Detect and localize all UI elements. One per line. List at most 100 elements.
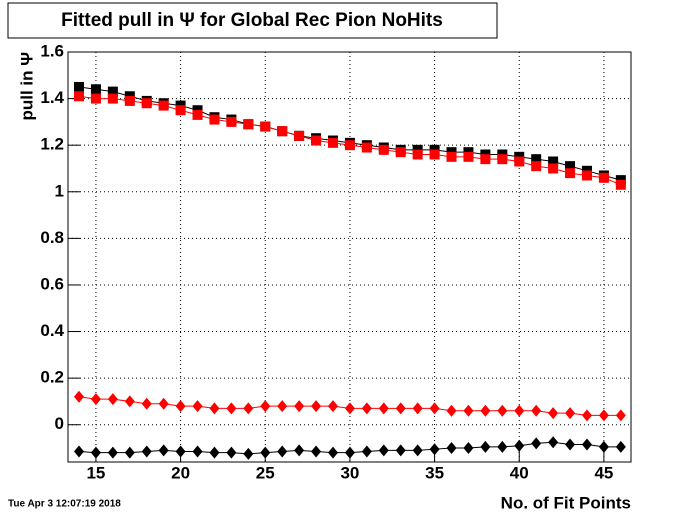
marker — [209, 402, 220, 415]
y-tick-label: 1 — [55, 181, 64, 200]
marker — [361, 142, 372, 153]
marker — [74, 81, 85, 92]
marker — [565, 407, 576, 420]
marker — [565, 161, 576, 172]
marker — [141, 445, 152, 458]
marker — [615, 440, 626, 453]
marker — [581, 409, 592, 422]
chart-title: Fitted pull in Ψ for Global Rec Pion NoH… — [61, 10, 443, 31]
marker — [412, 444, 423, 457]
marker — [344, 140, 355, 151]
y-tick-label: 0.8 — [40, 228, 64, 247]
marker — [107, 393, 118, 406]
marker — [226, 446, 237, 459]
marker — [311, 400, 322, 413]
marker — [548, 436, 559, 449]
marker — [581, 170, 592, 181]
marker — [226, 402, 237, 415]
marker — [463, 151, 474, 162]
x-tick-label: 20 — [171, 463, 190, 482]
marker — [615, 409, 626, 422]
marker — [480, 404, 491, 417]
marker — [277, 126, 288, 137]
x-tick-label: 15 — [86, 463, 105, 482]
marker — [344, 446, 355, 459]
marker — [294, 400, 305, 413]
marker — [514, 156, 525, 167]
marker — [378, 444, 389, 457]
marker — [497, 440, 508, 453]
y-axis-label: pull in Ψ — [17, 52, 36, 121]
marker — [226, 116, 237, 127]
date-stamp: Tue Apr 3 12:07:19 2018 — [8, 499, 121, 510]
marker — [615, 179, 626, 190]
marker — [209, 114, 220, 125]
marker — [548, 407, 559, 420]
marker — [107, 86, 118, 97]
marker — [531, 161, 542, 172]
marker — [107, 93, 118, 104]
marker — [124, 95, 135, 106]
marker — [412, 149, 423, 160]
marker — [90, 93, 101, 104]
y-tick-label: 1.4 — [40, 88, 64, 107]
marker — [243, 447, 254, 460]
marker — [192, 109, 203, 120]
marker — [175, 400, 186, 413]
marker — [327, 400, 338, 413]
marker — [74, 390, 85, 403]
marker — [277, 445, 288, 458]
y-tick-label: 0 — [55, 414, 64, 433]
marker — [192, 400, 203, 413]
marker — [311, 445, 322, 458]
marker — [429, 402, 440, 415]
y-tick-label: 0.2 — [40, 368, 64, 387]
marker — [598, 172, 609, 183]
marker — [446, 442, 457, 455]
title-box — [7, 2, 498, 39]
marker — [497, 154, 508, 165]
marker — [581, 438, 592, 451]
marker — [514, 439, 525, 452]
y-tick-label: 1.2 — [40, 135, 64, 154]
marker — [446, 151, 457, 162]
marker — [260, 400, 271, 413]
marker — [565, 168, 576, 179]
marker — [361, 402, 372, 415]
marker — [158, 100, 169, 111]
marker — [90, 84, 101, 95]
marker — [124, 395, 135, 408]
x-tick-label: 30 — [340, 463, 359, 482]
y-tick-label: 0.4 — [40, 321, 64, 340]
marker — [260, 446, 271, 459]
x-tick-label: 40 — [510, 463, 529, 482]
marker — [446, 404, 457, 417]
marker — [311, 135, 322, 146]
marker — [548, 156, 559, 167]
x-axis-label: No. of Fit Points — [501, 493, 631, 512]
marker — [395, 402, 406, 415]
marker — [74, 445, 85, 458]
marker — [243, 119, 254, 130]
marker — [429, 443, 440, 456]
marker — [480, 440, 491, 453]
marker — [395, 147, 406, 158]
marker — [361, 445, 372, 458]
marker — [412, 402, 423, 415]
y-tick-label: 1.6 — [40, 41, 64, 60]
marker — [548, 163, 559, 174]
marker — [497, 404, 508, 417]
marker — [158, 444, 169, 457]
x-tick-label: 45 — [594, 463, 613, 482]
marker — [378, 144, 389, 155]
marker — [107, 446, 118, 459]
marker — [565, 438, 576, 451]
marker — [74, 91, 85, 102]
marker — [327, 137, 338, 148]
marker — [463, 442, 474, 455]
x-tick-label: 35 — [425, 463, 444, 482]
marker — [175, 445, 186, 458]
marker — [531, 404, 542, 417]
marker — [327, 446, 338, 459]
